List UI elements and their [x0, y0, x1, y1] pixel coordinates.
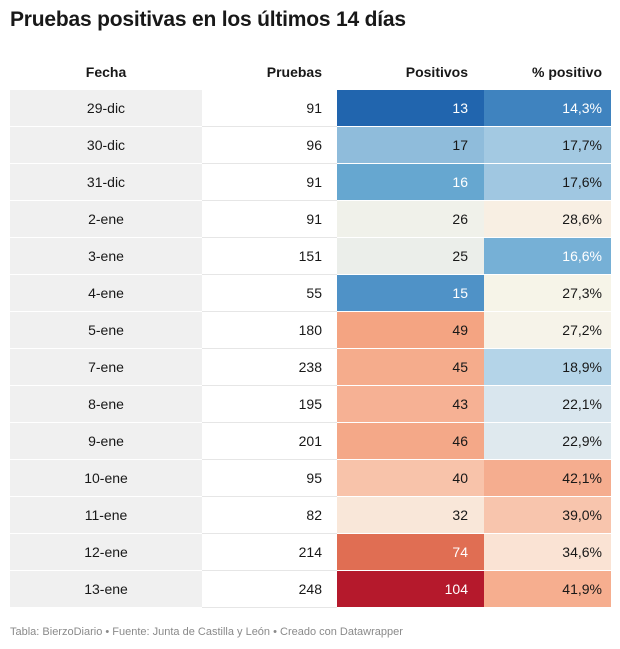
cell-pct-positivo: 14,3% — [484, 90, 611, 126]
table-header: Fecha Pruebas Positivos % positivo — [10, 54, 611, 90]
cell-pruebas: 95 — [202, 460, 337, 497]
table-row: 13-ene 248 104 41,9% — [10, 571, 611, 608]
cell-fecha: 9-ene — [10, 423, 202, 459]
table-row: 7-ene 238 45 18,9% — [10, 349, 611, 386]
table-row: 10-ene 95 40 42,1% — [10, 460, 611, 497]
cell-fecha: 13-ene — [10, 571, 202, 607]
cell-positivos: 17 — [337, 127, 484, 163]
table-body: 29-dic 91 13 14,3% 30-dic 96 17 17,7% 31-dic 91 16… — [10, 90, 611, 608]
cell-fecha: 4-ene — [10, 275, 202, 311]
table-row: 12-ene 214 74 34,6% — [10, 534, 611, 571]
cell-fecha: 10-ene — [10, 460, 202, 496]
cell-pruebas: 238 — [202, 349, 337, 386]
cell-pct-positivo: 27,2% — [484, 312, 611, 348]
cell-fecha: 8-ene — [10, 386, 202, 422]
cell-pct-positivo: 17,7% — [484, 127, 611, 163]
cell-positivos: 104 — [337, 571, 484, 607]
cell-pruebas: 151 — [202, 238, 337, 275]
page-title: Pruebas positivas en los últimos 14 días — [10, 8, 406, 31]
cell-positivos: 43 — [337, 386, 484, 422]
cell-fecha: 11-ene — [10, 497, 202, 533]
table-row: 9-ene 201 46 22,9% — [10, 423, 611, 460]
cell-positivos: 25 — [337, 238, 484, 274]
table-row: 11-ene 82 32 39,0% — [10, 497, 611, 534]
cell-positivos: 16 — [337, 164, 484, 200]
table-row: 30-dic 96 17 17,7% — [10, 127, 611, 164]
table-row: 4-ene 55 15 27,3% — [10, 275, 611, 312]
cell-pruebas: 91 — [202, 201, 337, 238]
header-pct-positivo[interactable]: % positivo — [531, 63, 602, 80]
cell-pct-positivo: 22,9% — [484, 423, 611, 459]
cell-pruebas: 248 — [202, 571, 337, 608]
cell-pct-positivo: 18,9% — [484, 349, 611, 385]
cell-pct-positivo: 41,9% — [484, 571, 611, 607]
cell-fecha: 12-ene — [10, 534, 202, 570]
cell-pruebas: 82 — [202, 497, 337, 534]
cell-pct-positivo: 39,0% — [484, 497, 611, 533]
cell-fecha: 7-ene — [10, 349, 202, 385]
header-fecha[interactable]: Fecha — [85, 63, 127, 80]
cell-pct-positivo: 17,6% — [484, 164, 611, 200]
cell-pct-positivo: 27,3% — [484, 275, 611, 311]
cell-pruebas: 195 — [202, 386, 337, 423]
cell-fecha: 31-dic — [10, 164, 202, 200]
cell-fecha: 29-dic — [10, 90, 202, 126]
cell-fecha: 2-ene — [10, 201, 202, 237]
table-row: 31-dic 91 16 17,6% — [10, 164, 611, 201]
cell-positivos: 40 — [337, 460, 484, 496]
cell-pct-positivo: 28,6% — [484, 201, 611, 237]
cell-fecha: 3-ene — [10, 238, 202, 274]
cell-pruebas: 55 — [202, 275, 337, 312]
cell-pruebas: 91 — [202, 90, 337, 127]
table-row: 3-ene 151 25 16,6% — [10, 238, 611, 275]
cell-positivos: 13 — [337, 90, 484, 126]
cell-pruebas: 180 — [202, 312, 337, 349]
header-pruebas[interactable]: Pruebas — [266, 63, 322, 80]
cell-positivos: 45 — [337, 349, 484, 385]
cell-pruebas: 91 — [202, 164, 337, 201]
cell-fecha: 30-dic — [10, 127, 202, 163]
header-positivos[interactable]: Positivos — [405, 63, 468, 80]
table-row: 5-ene 180 49 27,2% — [10, 312, 611, 349]
table-row: 2-ene 91 26 28,6% — [10, 201, 611, 238]
source-footer: Tabla: BierzoDiario • Fuente: Junta de C… — [10, 626, 403, 638]
cell-pct-positivo: 16,6% — [484, 238, 611, 274]
cell-positivos: 49 — [337, 312, 484, 348]
cell-pct-positivo: 42,1% — [484, 460, 611, 496]
cell-positivos: 32 — [337, 497, 484, 533]
cell-pruebas: 214 — [202, 534, 337, 571]
data-table: Fecha Pruebas Positivos % positivo 29-di… — [10, 54, 611, 608]
cell-pct-positivo: 22,1% — [484, 386, 611, 422]
cell-positivos: 74 — [337, 534, 484, 570]
cell-positivos: 46 — [337, 423, 484, 459]
cell-pruebas: 96 — [202, 127, 337, 164]
table-row: 29-dic 91 13 14,3% — [10, 90, 611, 127]
table-row: 8-ene 195 43 22,1% — [10, 386, 611, 423]
cell-pct-positivo: 34,6% — [484, 534, 611, 570]
cell-positivos: 26 — [337, 201, 484, 237]
cell-positivos: 15 — [337, 275, 484, 311]
cell-fecha: 5-ene — [10, 312, 202, 348]
cell-pruebas: 201 — [202, 423, 337, 460]
